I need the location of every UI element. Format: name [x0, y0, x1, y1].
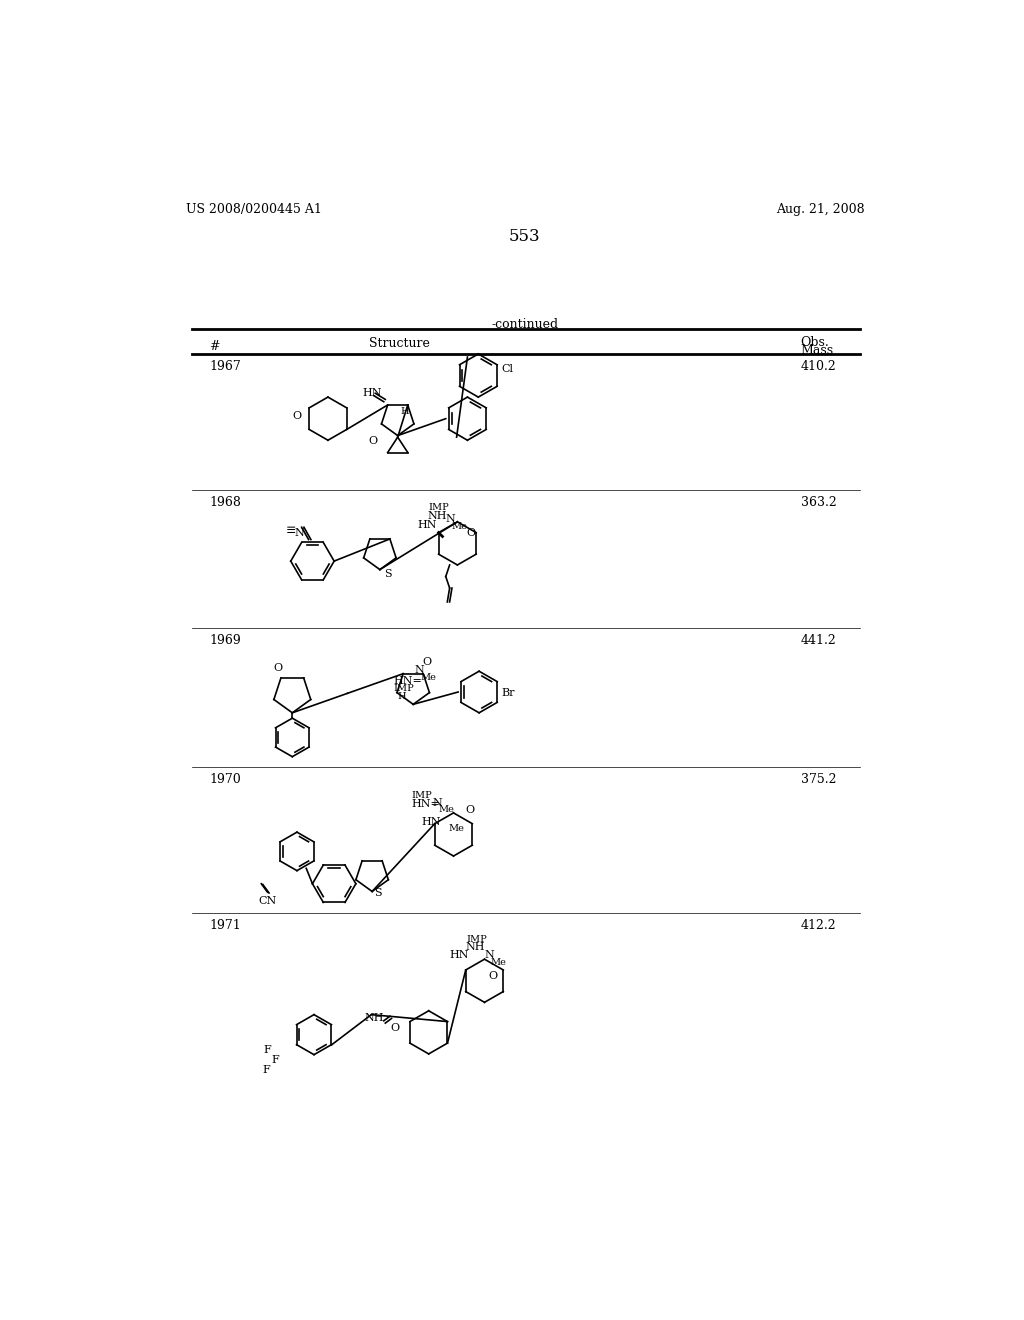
Text: N: N — [484, 950, 495, 960]
Text: Me: Me — [452, 521, 468, 531]
Text: HN=: HN= — [393, 676, 422, 686]
Text: O: O — [488, 970, 498, 981]
Text: 1970: 1970 — [209, 774, 241, 785]
Text: HN: HN — [362, 388, 382, 397]
Text: HN: HN — [418, 520, 437, 531]
Text: Br: Br — [502, 688, 515, 698]
Text: 375.2: 375.2 — [801, 774, 837, 785]
Text: Me: Me — [449, 825, 465, 833]
Text: 1969: 1969 — [209, 635, 241, 647]
Text: F: F — [271, 1056, 280, 1065]
Text: N: N — [432, 797, 442, 808]
Text: 1971: 1971 — [209, 919, 241, 932]
Text: IMP: IMP — [428, 503, 449, 512]
Text: Obs.: Obs. — [801, 335, 829, 348]
Text: 1967: 1967 — [209, 360, 241, 374]
Text: Structure: Structure — [369, 337, 430, 350]
Text: Me: Me — [421, 673, 437, 681]
Text: NH: NH — [465, 942, 484, 952]
Text: 553: 553 — [509, 227, 541, 244]
Text: O: O — [273, 663, 283, 673]
Text: NH: NH — [427, 511, 446, 521]
Text: 1968: 1968 — [209, 496, 242, 508]
Text: O: O — [466, 528, 475, 539]
Text: Me: Me — [438, 805, 455, 814]
Text: IMP: IMP — [412, 792, 432, 800]
Text: N: N — [415, 665, 425, 675]
Text: H: H — [400, 407, 410, 416]
Text: Aug. 21, 2008: Aug. 21, 2008 — [775, 203, 864, 216]
Text: S: S — [384, 569, 391, 578]
Text: CN: CN — [258, 896, 276, 906]
Text: 412.2: 412.2 — [801, 919, 837, 932]
Text: Mass: Mass — [801, 345, 834, 356]
Text: IMP: IMP — [467, 935, 487, 944]
Text: ≡: ≡ — [286, 524, 297, 537]
Text: -continued: -continued — [492, 318, 558, 331]
Text: N: N — [445, 515, 456, 524]
Text: N: N — [295, 528, 304, 539]
Text: S: S — [375, 888, 382, 899]
Text: O: O — [369, 436, 378, 446]
Text: HN: HN — [421, 817, 440, 826]
Text: NH: NH — [365, 1014, 384, 1023]
Text: O: O — [465, 805, 474, 816]
Text: O: O — [423, 657, 432, 668]
Text: 441.2: 441.2 — [801, 635, 837, 647]
Text: 410.2: 410.2 — [801, 360, 837, 374]
Text: HN: HN — [450, 950, 469, 960]
Text: O: O — [292, 411, 301, 421]
Text: O: O — [390, 1023, 399, 1034]
Text: US 2008/0200445 A1: US 2008/0200445 A1 — [186, 203, 322, 216]
Text: #: # — [209, 341, 220, 354]
Text: F: F — [263, 1045, 271, 1056]
Text: F: F — [263, 1065, 270, 1076]
Text: H: H — [397, 692, 407, 701]
Text: Cl: Cl — [502, 364, 514, 374]
Text: HN=: HN= — [412, 799, 440, 809]
Text: IMP: IMP — [393, 684, 414, 693]
Text: 363.2: 363.2 — [801, 496, 837, 508]
Text: Me: Me — [490, 958, 507, 966]
